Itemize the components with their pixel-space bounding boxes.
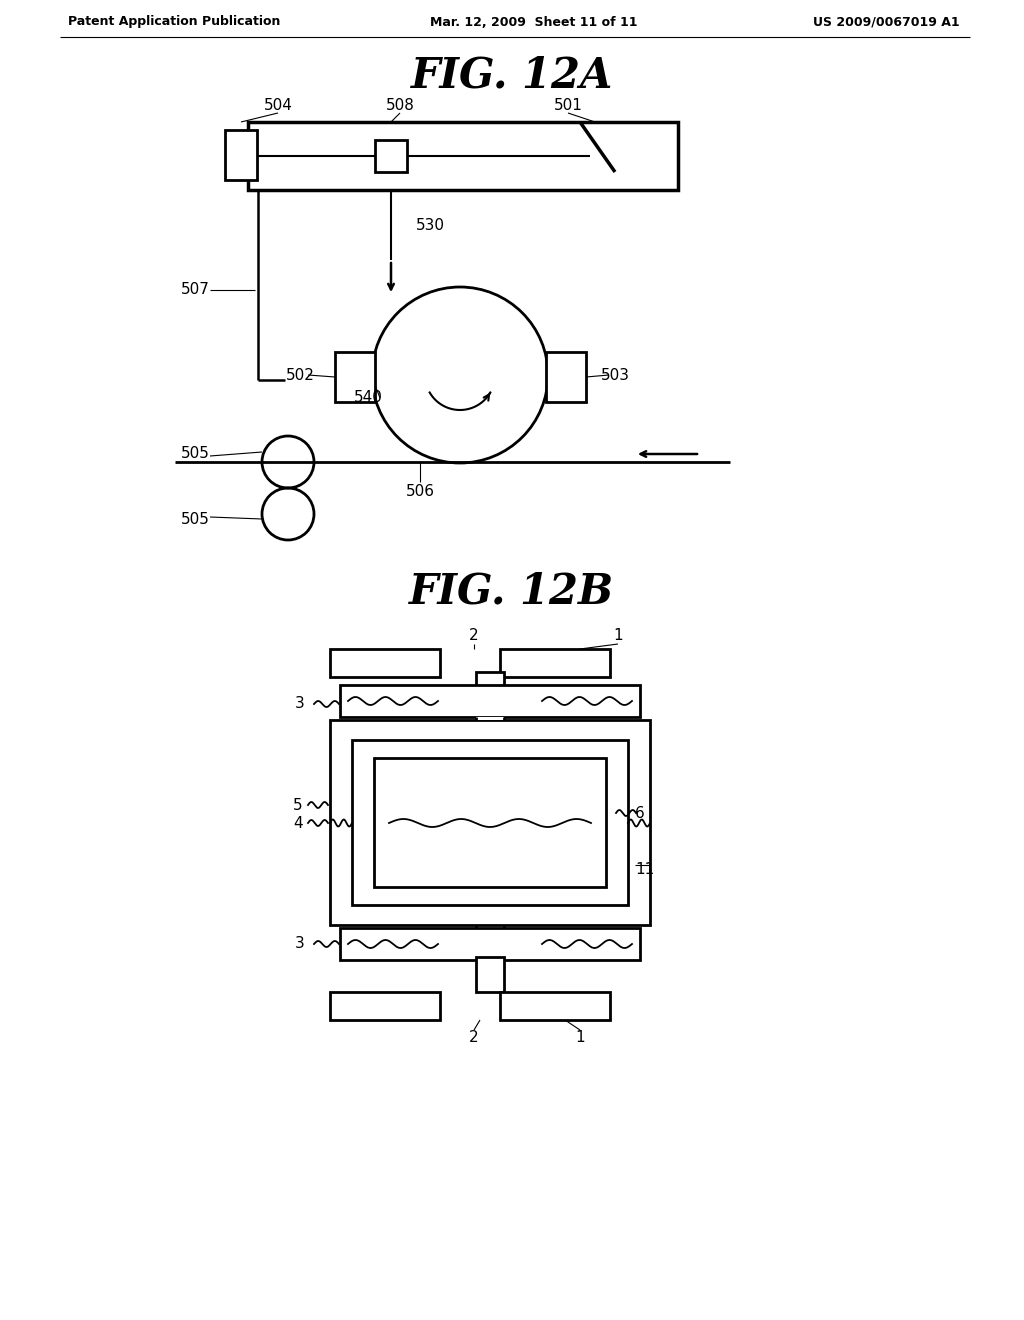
Bar xyxy=(500,649,610,677)
Text: 504: 504 xyxy=(263,98,293,112)
Bar xyxy=(546,352,586,403)
Text: US 2009/0067019 A1: US 2009/0067019 A1 xyxy=(813,16,961,29)
Bar xyxy=(225,129,257,180)
Bar xyxy=(476,957,504,993)
Text: FIG. 12A: FIG. 12A xyxy=(411,54,613,96)
Text: Mar. 12, 2009  Sheet 11 of 11: Mar. 12, 2009 Sheet 11 of 11 xyxy=(430,16,638,29)
Text: 505: 505 xyxy=(180,511,210,527)
Text: Patent Application Publication: Patent Application Publication xyxy=(68,16,281,29)
Bar xyxy=(476,672,504,708)
Text: 506: 506 xyxy=(406,484,434,499)
Text: 540: 540 xyxy=(353,391,382,405)
Text: 3: 3 xyxy=(295,697,305,711)
Text: 507: 507 xyxy=(180,282,210,297)
Bar xyxy=(340,685,640,717)
Bar xyxy=(374,758,606,887)
Bar xyxy=(352,741,628,906)
Text: 502: 502 xyxy=(286,367,314,383)
Text: 508: 508 xyxy=(386,98,415,112)
Text: 2: 2 xyxy=(469,627,479,643)
Text: 5: 5 xyxy=(293,797,303,813)
Bar xyxy=(340,928,640,960)
Text: 2: 2 xyxy=(469,1031,479,1045)
Text: 11: 11 xyxy=(635,862,654,878)
Bar xyxy=(330,719,650,925)
Text: 4: 4 xyxy=(293,816,303,830)
Text: 3: 3 xyxy=(295,936,305,952)
Bar xyxy=(476,717,504,719)
Bar xyxy=(330,649,440,677)
Text: 1: 1 xyxy=(575,1031,585,1045)
Bar xyxy=(500,993,610,1020)
Text: 505: 505 xyxy=(180,446,210,462)
Text: 1: 1 xyxy=(613,627,623,643)
Text: 503: 503 xyxy=(600,367,630,383)
Text: 6: 6 xyxy=(635,805,645,821)
Text: 501: 501 xyxy=(554,98,583,112)
Text: FIG. 12B: FIG. 12B xyxy=(410,572,614,612)
Bar xyxy=(248,121,678,190)
Bar xyxy=(330,993,440,1020)
Bar xyxy=(375,140,407,172)
Bar xyxy=(335,352,375,403)
Text: 530: 530 xyxy=(416,218,444,232)
